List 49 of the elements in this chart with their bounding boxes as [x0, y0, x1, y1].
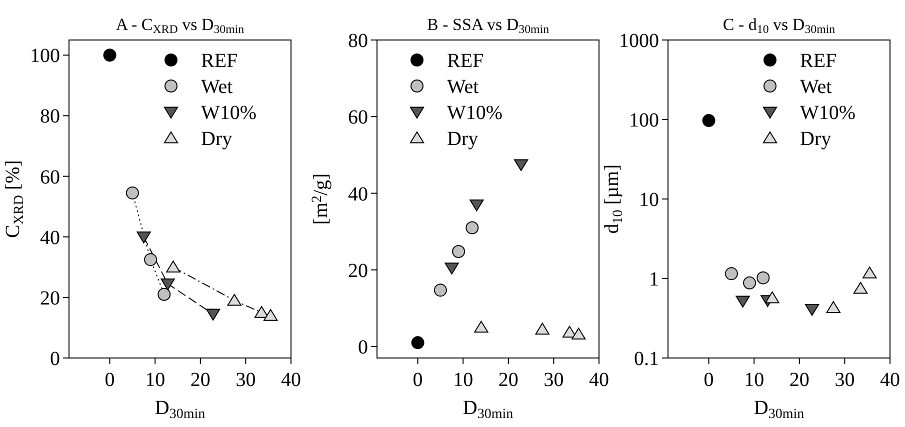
y-tick-label: 60 [348, 106, 368, 129]
legend-label: REF [800, 50, 837, 72]
y-tick-label: 0 [50, 348, 60, 370]
x-axis-title: D$_{30min}$ [754, 397, 804, 422]
legend-label: Wet [447, 76, 480, 98]
x-tick-label: 20 [789, 369, 810, 391]
chart-title: C - d$_{10}$ vs D$_{30min}$ [722, 15, 836, 36]
legend-label: W10% [800, 102, 856, 124]
y-tick-label: 100 [629, 110, 659, 132]
legend-label: Wet [800, 76, 832, 98]
y-tick-label: 40 [348, 183, 368, 206]
y-tick-label: 20 [348, 260, 368, 282]
x-tick-label: 30 [236, 369, 256, 391]
y-tick-label: 1 [649, 268, 659, 290]
y-tick-label: 0.1 [634, 348, 659, 370]
y-tick-label: 10 [639, 189, 659, 211]
x-tick-label: 10 [744, 369, 764, 391]
x-tick-label: 0 [104, 369, 115, 391]
y-tick-label: 80 [348, 30, 368, 52]
y-tick-label: 80 [40, 106, 60, 128]
legend-label: W10% [201, 102, 257, 124]
x-tick-label: 40 [281, 369, 301, 391]
x-tick-label: 0 [704, 369, 714, 391]
y-tick-label: 20 [40, 287, 60, 310]
y-tick-label: 1000 [619, 30, 659, 52]
x-tick-label: 30 [544, 369, 564, 391]
chart-title: B - SSA vs D$_{30min}$ [426, 15, 550, 36]
y-tick-label: 60 [40, 166, 60, 188]
legend-label: Dry [201, 128, 232, 150]
x-tick-label: 40 [880, 369, 900, 391]
y-tick-label: 40 [40, 226, 60, 249]
x-tick-label: 40 [589, 369, 609, 391]
legend-label: Wet [201, 76, 234, 98]
x-tick-label: 20 [498, 369, 518, 391]
legend-label: W10% [447, 102, 503, 124]
legend-label: REF [201, 50, 238, 72]
x-tick-label: 10 [145, 369, 166, 391]
chart-title: A - C$_{XRD}$ vs D$_{30min}$ [116, 15, 244, 36]
x-axis-title: D$_{30min}$ [154, 397, 206, 422]
x-tick-label: 30 [834, 369, 855, 391]
x-tick-label: 20 [190, 369, 210, 391]
x-axis-title: D$_{30min}$ [462, 397, 514, 422]
y-tick-label: 100 [30, 45, 60, 68]
y-tick-label: 0 [358, 336, 368, 359]
legend-label: Dry [800, 128, 832, 150]
legend-label: Dry [447, 128, 478, 150]
x-tick-label: 0 [412, 369, 423, 391]
legend-label: REF [447, 50, 484, 72]
x-tick-label: 10 [453, 369, 474, 391]
